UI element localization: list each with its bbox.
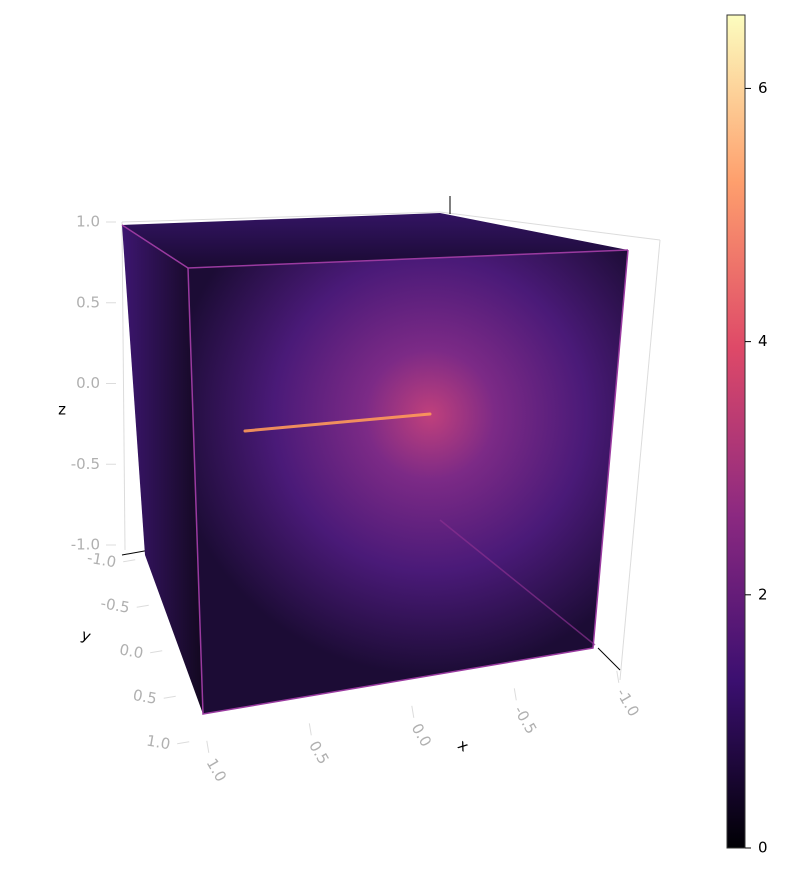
tick-mark bbox=[616, 670, 620, 683]
colorbar-tick-label: 2 bbox=[758, 585, 768, 603]
tick-label: -0.5 bbox=[510, 703, 540, 737]
front-face bbox=[188, 250, 628, 714]
y-axis-label: y bbox=[79, 626, 94, 646]
tick-label: 0.0 bbox=[408, 720, 436, 750]
left-face bbox=[122, 225, 203, 714]
tick-mark bbox=[206, 740, 210, 753]
tick-mark bbox=[177, 741, 190, 745]
top-face bbox=[122, 213, 628, 268]
tick-label: 0.0 bbox=[76, 374, 100, 392]
tick-label: 1.0 bbox=[76, 213, 100, 231]
tick-mark bbox=[136, 604, 149, 608]
colorbar-tick-label: 0 bbox=[758, 839, 768, 857]
axis-grid bbox=[121, 196, 661, 681]
volume bbox=[121, 213, 629, 715]
tick-label: -1.0 bbox=[86, 549, 118, 572]
colorbar-tick-label: 4 bbox=[758, 332, 768, 350]
tick-mark bbox=[163, 695, 176, 699]
tick-label: -0.5 bbox=[99, 594, 131, 617]
tick-mark bbox=[513, 688, 517, 701]
tick-label: 0.5 bbox=[305, 738, 333, 768]
tick-label: -0.5 bbox=[71, 455, 100, 473]
tick-label: -1.0 bbox=[613, 685, 643, 719]
tick-label: 1.0 bbox=[145, 732, 172, 754]
tick-mark bbox=[308, 723, 312, 736]
tick-label: 0.5 bbox=[76, 293, 100, 311]
z-axis-label: z bbox=[58, 401, 66, 419]
tick-label: 0.5 bbox=[132, 686, 159, 708]
colorbar bbox=[726, 14, 746, 849]
colorbar-tick-label: 6 bbox=[758, 79, 768, 97]
tick-mark bbox=[150, 650, 163, 654]
tick-label: 1.0 bbox=[203, 755, 231, 785]
tick-label: -1.0 bbox=[71, 536, 100, 554]
tick-mark bbox=[411, 705, 415, 718]
tick-mark bbox=[123, 559, 136, 563]
x-axis-label: x bbox=[454, 736, 472, 756]
tick-label: 0.0 bbox=[118, 641, 145, 663]
